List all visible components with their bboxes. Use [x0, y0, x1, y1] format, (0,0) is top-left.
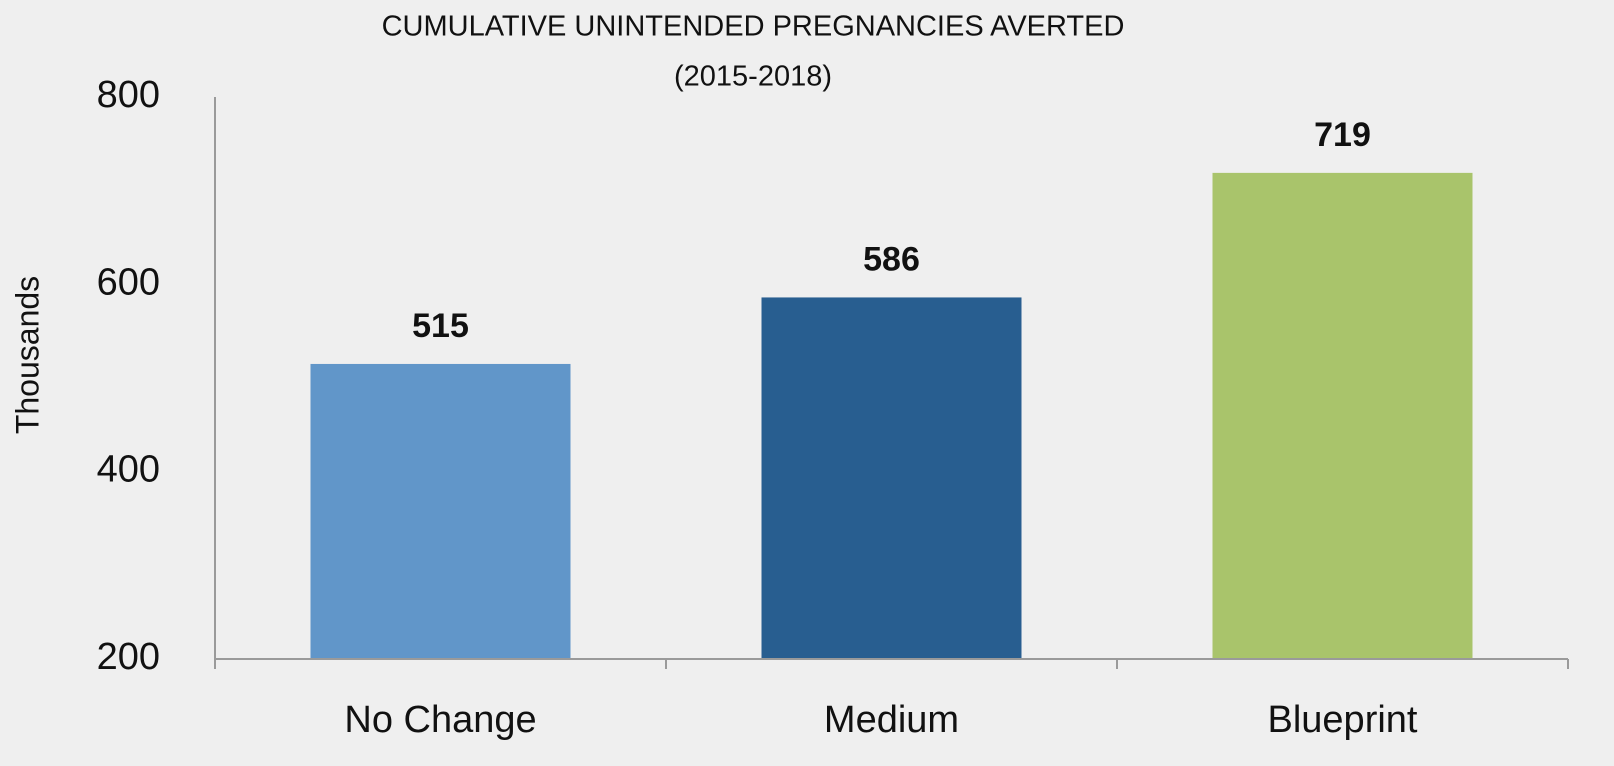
- value-label: 719: [1314, 116, 1371, 154]
- bar: [761, 297, 1022, 659]
- x-tick-label: Blueprint: [1268, 699, 1418, 741]
- chart-title: CUMULATIVE UNINTENDED PREGNANCIES AVERTE…: [382, 11, 1125, 43]
- value-label: 586: [863, 240, 920, 278]
- y-tick-label: 400: [97, 449, 160, 491]
- bar: [1212, 172, 1473, 659]
- y-axis-label: Thousands: [9, 276, 45, 434]
- y-tick-label: 200: [97, 636, 160, 678]
- chart-subtitle: (2015-2018): [674, 61, 832, 93]
- bar: [310, 363, 571, 659]
- y-tick-label: 800: [97, 74, 160, 116]
- y-tick-label: 600: [97, 261, 160, 303]
- x-tick-label: Medium: [824, 699, 959, 741]
- value-label: 515: [412, 307, 469, 345]
- x-tick-label: No Change: [344, 699, 536, 741]
